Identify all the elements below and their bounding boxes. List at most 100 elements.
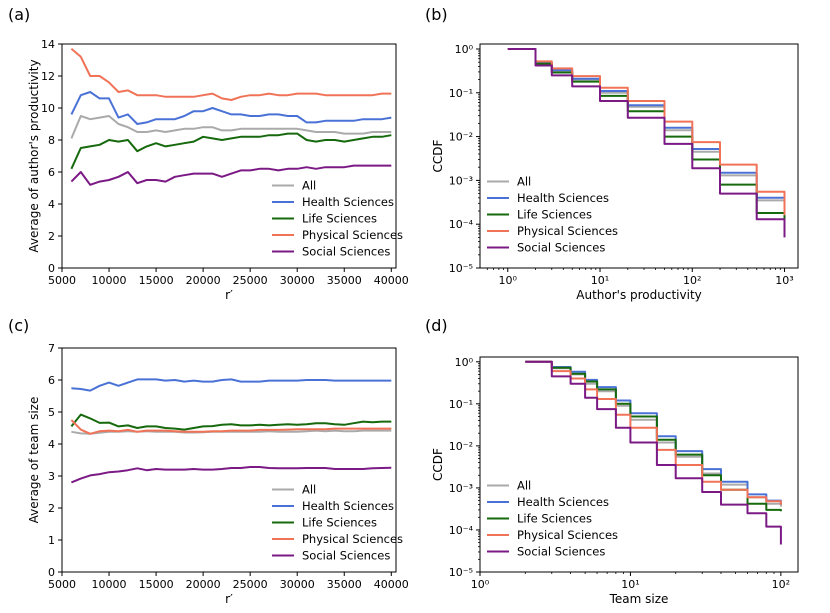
x-tick-label: 15000 xyxy=(139,274,174,287)
x-tick-label: 35000 xyxy=(327,578,362,591)
plot-frame xyxy=(479,43,799,269)
series-line-4 xyxy=(507,48,786,238)
legend-label: All xyxy=(302,179,316,193)
x-tick-label: 10⁰ xyxy=(499,274,518,287)
x-tick-label: 30000 xyxy=(280,578,315,591)
legend-label: Health Sciences xyxy=(517,495,609,509)
x-axis-label: r′ xyxy=(225,288,233,302)
y-tick-label: 10 xyxy=(41,102,55,115)
y-axis-label: CCDF xyxy=(431,448,445,481)
y-tick-label: 0 xyxy=(48,262,55,275)
x-tick-label: 10000 xyxy=(92,274,127,287)
y-tick-label: 5 xyxy=(48,406,55,419)
x-tick-label: 25000 xyxy=(233,274,268,287)
x-tick-label: 35000 xyxy=(327,274,362,287)
y-tick-label: 6 xyxy=(48,166,55,179)
x-tick-label: 20000 xyxy=(186,578,221,591)
x-tick-label: 10⁰ xyxy=(471,578,490,591)
legend-label: Health Sciences xyxy=(302,195,394,209)
y-tick-label: 10⁻² xyxy=(449,440,473,453)
series-line-3 xyxy=(525,360,782,505)
y-axis-label: Average of team size xyxy=(27,397,41,524)
legend-label: Physical Sciences xyxy=(517,528,618,542)
series-line-3 xyxy=(70,419,392,435)
legend-label: Life Sciences xyxy=(302,516,377,530)
x-axis-label: r′ xyxy=(225,592,233,606)
x-tick-label: 40000 xyxy=(374,274,409,287)
y-tick-label: 10⁰ xyxy=(455,43,474,56)
legend-label: All xyxy=(302,483,316,497)
panel-label: (d) xyxy=(425,316,448,335)
y-tick-label: 10⁻⁴ xyxy=(449,218,474,231)
x-tick-label: 15000 xyxy=(139,578,174,591)
series-line-4 xyxy=(70,164,392,186)
legend-label: Life Sciences xyxy=(517,208,592,222)
x-tick-label: 5000 xyxy=(48,578,76,591)
x-tick-label: 10¹ xyxy=(621,578,639,591)
y-axis-label: Average of author's productivity xyxy=(27,59,41,252)
series-line-2 xyxy=(525,360,782,512)
legend-label: Social Sciences xyxy=(302,245,390,259)
legend-label: Health Sciences xyxy=(302,499,394,513)
plot-frame xyxy=(479,356,799,573)
x-tick-label: 10³ xyxy=(775,274,793,287)
legend-label: Physical Sciences xyxy=(302,228,403,242)
y-tick-label: 3 xyxy=(48,470,55,483)
y-tick-label: 10⁻¹ xyxy=(449,398,473,411)
series-line-4 xyxy=(525,360,782,545)
series-line-0 xyxy=(525,360,782,507)
y-tick-label: 10⁻³ xyxy=(449,482,473,495)
series-line-0 xyxy=(71,429,392,435)
x-tick-label: 10¹ xyxy=(591,274,609,287)
series-line-1 xyxy=(71,378,392,392)
legend-label: Health Sciences xyxy=(517,191,609,205)
y-tick-label: 14 xyxy=(41,38,55,51)
y-tick-label: 12 xyxy=(41,70,55,83)
legend-label: All xyxy=(517,175,531,189)
y-tick-label: 10⁻⁵ xyxy=(449,262,473,275)
y-tick-label: 10⁻³ xyxy=(449,174,473,187)
y-tick-label: 10⁻² xyxy=(449,131,473,144)
series-line-4 xyxy=(71,466,392,484)
series-line-1 xyxy=(70,91,392,125)
x-tick-label: 20000 xyxy=(186,274,221,287)
x-tick-label: 30000 xyxy=(280,274,315,287)
series-line-0 xyxy=(70,115,392,139)
x-tick-label: 10² xyxy=(683,274,701,287)
x-tick-label: 5000 xyxy=(48,274,76,287)
y-tick-label: 1 xyxy=(48,534,55,547)
legend-label: Social Sciences xyxy=(517,545,605,559)
legend-label: Physical Sciences xyxy=(517,224,618,238)
x-tick-label: 10000 xyxy=(92,578,127,591)
y-tick-label: 8 xyxy=(48,134,55,147)
series-line-2 xyxy=(70,413,392,431)
panel-label: (c) xyxy=(8,316,29,335)
y-tick-label: 4 xyxy=(48,438,55,451)
x-tick-label: 40000 xyxy=(374,578,409,591)
y-tick-label: 10⁻⁵ xyxy=(449,566,473,579)
x-axis-label: Team size xyxy=(609,592,669,606)
legend-label: All xyxy=(517,479,531,493)
panel-3: (d) 10⁰ 10¹ 10² 10⁻⁵ 10⁻⁴ 10⁻³ 10⁻² 10⁻¹ 10⁰ Team … xyxy=(425,316,799,606)
y-tick-label: 2 xyxy=(48,230,55,243)
legend-label: Life Sciences xyxy=(302,212,377,226)
y-tick-label: 0 xyxy=(48,566,55,579)
y-tick-label: 4 xyxy=(48,198,55,211)
x-tick-label: 25000 xyxy=(233,578,268,591)
y-tick-label: 6 xyxy=(48,374,55,387)
y-axis-label: CCDF xyxy=(431,139,445,172)
x-axis-label: Author's productivity xyxy=(576,288,702,302)
panel-0: (a) 5000 10000 15000 20000 25000 30000 35000 400… xyxy=(8,5,409,302)
legend-label: Life Sciences xyxy=(517,512,592,526)
y-tick-label: 10⁰ xyxy=(455,356,474,369)
plot-frame xyxy=(61,347,397,573)
series-line-1 xyxy=(525,360,782,505)
panel-label: (b) xyxy=(425,5,448,24)
legend-label: Social Sciences xyxy=(517,241,605,255)
panel-label: (a) xyxy=(8,5,30,24)
panel-1: (b) 10⁰ 10¹ 10² 10³ 10⁻⁵ 10⁻⁴ 10⁻³ 10⁻² 10⁻¹ 10⁰ Au… xyxy=(425,5,799,302)
y-tick-label: 10⁻⁴ xyxy=(449,524,474,537)
series-line-3 xyxy=(70,48,392,101)
legend-label: Social Sciences xyxy=(302,549,390,563)
